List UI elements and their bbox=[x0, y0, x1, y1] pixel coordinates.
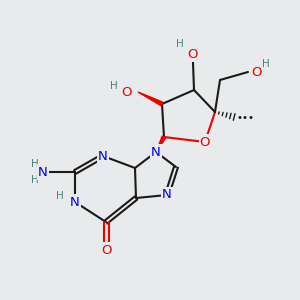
Polygon shape bbox=[156, 136, 166, 152]
Text: H: H bbox=[31, 159, 39, 169]
Text: O: O bbox=[251, 65, 261, 79]
Text: N: N bbox=[70, 196, 80, 208]
Text: H: H bbox=[31, 175, 39, 185]
Text: N: N bbox=[98, 149, 108, 163]
Text: O: O bbox=[101, 244, 111, 256]
Text: H: H bbox=[176, 39, 184, 49]
Polygon shape bbox=[138, 92, 163, 106]
Text: N: N bbox=[38, 166, 48, 178]
Text: H: H bbox=[110, 81, 118, 91]
Text: H: H bbox=[262, 59, 270, 69]
Text: N: N bbox=[151, 146, 161, 158]
Text: O: O bbox=[200, 136, 210, 148]
Text: H: H bbox=[56, 191, 64, 201]
Text: O: O bbox=[188, 47, 198, 61]
Text: N: N bbox=[162, 188, 172, 202]
Text: •••: ••• bbox=[237, 113, 255, 123]
Text: O: O bbox=[121, 85, 131, 98]
